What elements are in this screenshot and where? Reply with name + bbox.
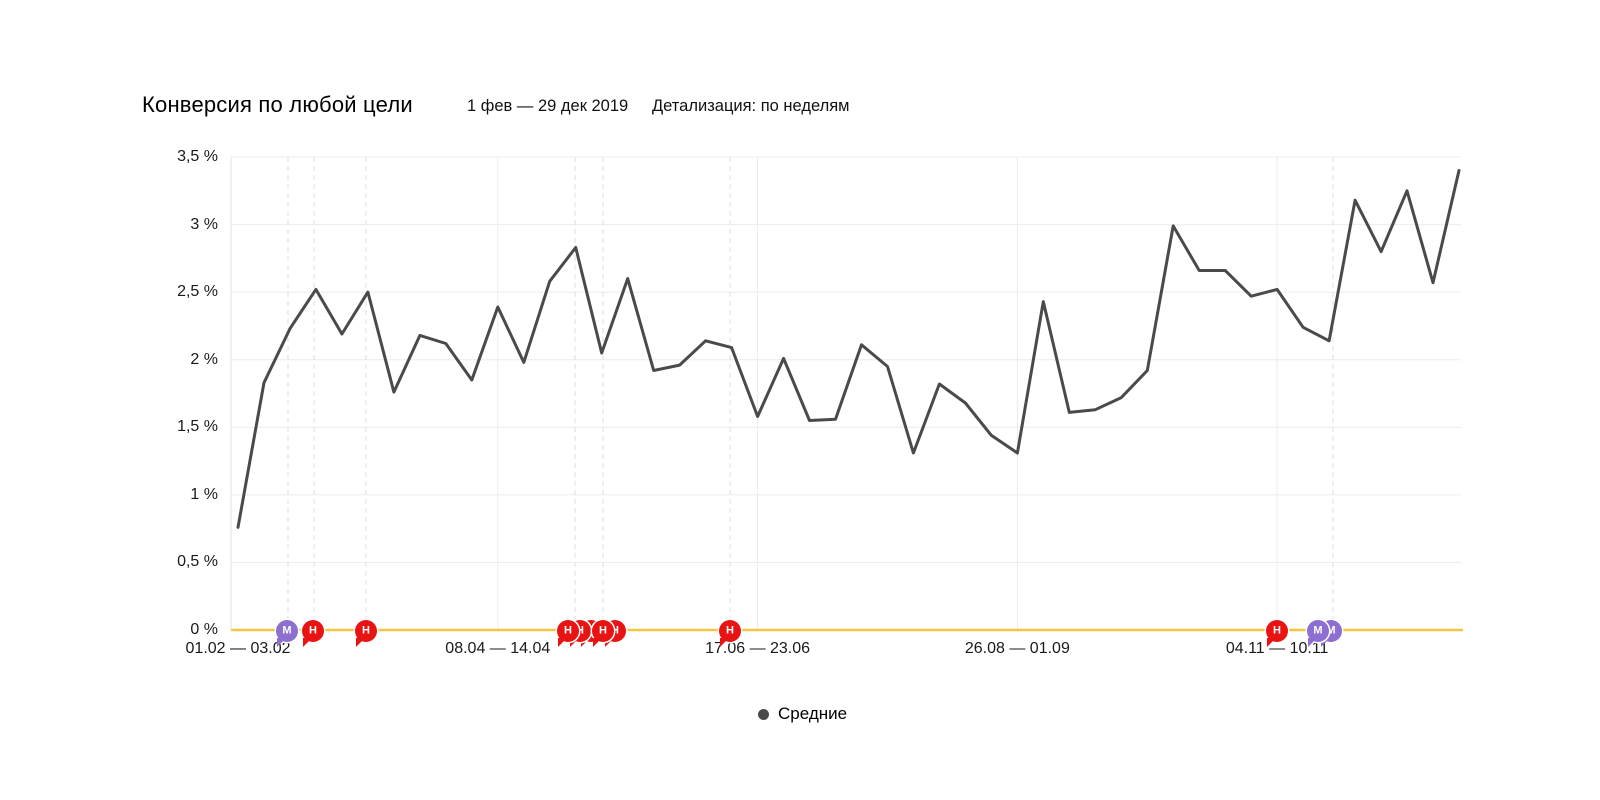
series-line-average — [236, 169, 1461, 529]
y-axis-tick-label: 2,5 % — [177, 283, 218, 301]
x-axis-tick-label: 04.11 — 10.11 — [1225, 640, 1329, 657]
legend-dot-icon — [758, 708, 769, 720]
annotation-marker-letter: Н — [564, 624, 572, 636]
annotation-marker-н[interactable]: Н — [302, 620, 324, 647]
annotation-marker-letter: М — [1313, 624, 1323, 636]
annotation-marker-letter: Н — [599, 624, 607, 636]
annotation-marker-м[interactable]: М — [276, 620, 298, 647]
annotation-marker-letter: Н — [576, 624, 584, 636]
chart-title: Конверсия по любой цели — [142, 92, 413, 117]
annotation-marker-letter: Н — [309, 624, 317, 636]
annotation-marker-м[interactable]: М — [1307, 620, 1329, 647]
y-axis-tick-label: 0,5 % — [177, 553, 218, 571]
x-axis-tick-label: 01.02 — 03.02 — [185, 640, 291, 657]
legend-item-average[interactable]: Средние — [758, 704, 847, 724]
annotation-marker-н[interactable]: Н — [1266, 620, 1288, 647]
annotation-marker-н[interactable]: Н — [719, 620, 741, 647]
y-axis-tick-label: 3,5 % — [177, 148, 218, 165]
x-axis-tick-label: 17.06 — 23.06 — [705, 640, 811, 657]
y-axis-tick-label: 1,5 % — [177, 418, 218, 436]
annotation-marker-н[interactable]: Н — [355, 620, 377, 647]
annotation-marker-letter: Н — [611, 624, 619, 636]
y-axis-tick-label: 1 % — [190, 485, 218, 503]
annotation-marker-letter: Н — [1273, 624, 1281, 636]
chart-period: 1 фев — 29 дек 2019 — [467, 97, 629, 115]
annotation-marker-letter: М — [1326, 624, 1336, 636]
y-axis-tick-label: 0 % — [190, 621, 218, 638]
annotation-marker-letter: Н — [726, 624, 734, 636]
annotation-marker-letter: Н — [362, 624, 370, 636]
annotation-marker-н[interactable]: Н — [592, 620, 614, 647]
y-axis-tick-label: 2 % — [190, 350, 218, 368]
annotation-marker-н[interactable]: Н — [557, 620, 579, 647]
chart-detail-level: Детализация: по неделям — [652, 97, 850, 115]
legend-label: Средние — [778, 704, 848, 723]
x-axis-tick-label: 08.04 — 14.04 — [445, 640, 551, 657]
annotation-marker-letter: М — [282, 624, 292, 636]
x-axis-tick-label: 26.08 — 01.09 — [964, 640, 1070, 657]
y-axis-tick-label: 3 % — [190, 215, 218, 233]
